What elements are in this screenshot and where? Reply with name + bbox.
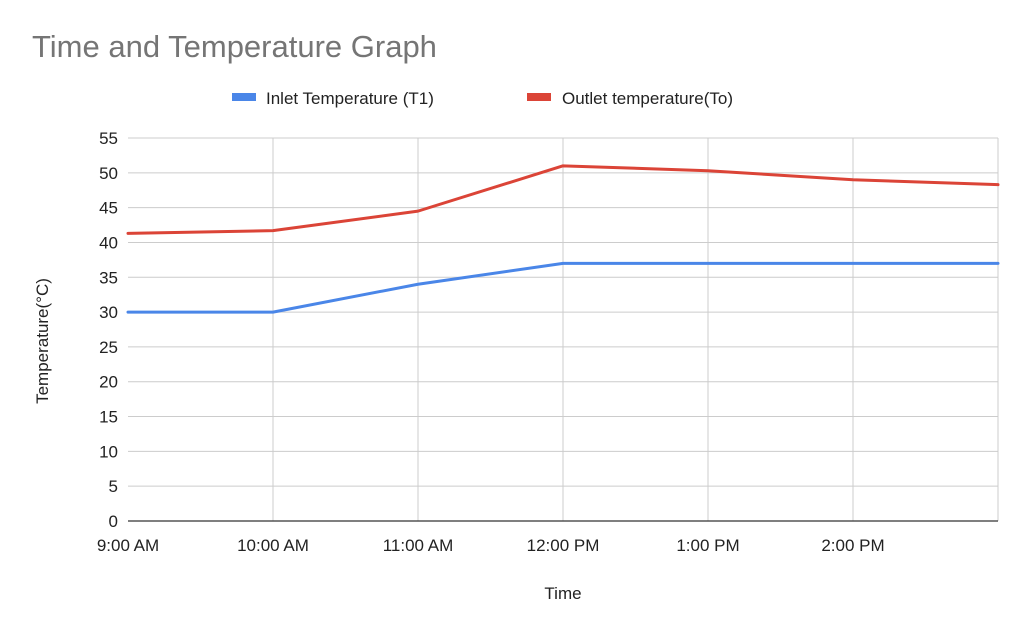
legend-swatch-1 xyxy=(232,93,256,101)
series-group xyxy=(126,164,1000,314)
y-tick-label: 55 xyxy=(99,129,118,148)
x-tick-label: 10:00 AM xyxy=(237,536,309,555)
y-tick-label: 30 xyxy=(99,303,118,322)
x-tick-label: 12:00 PM xyxy=(527,536,600,555)
grid-lines xyxy=(128,137,999,522)
y-tick-label: 5 xyxy=(109,477,118,496)
y-tick-label: 20 xyxy=(99,373,118,392)
y-axis-label: Temperature(°C) xyxy=(33,278,52,404)
y-tick-label: 40 xyxy=(99,233,118,252)
x-tick-label: 2:00 PM xyxy=(821,536,884,555)
y-tick-label: 35 xyxy=(99,268,118,287)
y-tick-label: 45 xyxy=(99,199,118,218)
legend: Inlet Temperature (T1) Outlet temperature… xyxy=(232,89,733,108)
x-tick-label: 11:00 AM xyxy=(383,536,454,555)
x-axis-ticks: 9:00 AM 10:00 AM 11:00 AM 12:00 PM 1:00 PM 2:… xyxy=(97,536,885,555)
chart-title: Time and Temperature Graph xyxy=(32,29,437,64)
y-tick-label: 15 xyxy=(99,408,118,427)
y-tick-label: 0 xyxy=(109,512,118,531)
series-line-2 xyxy=(126,164,1000,235)
legend-label-1: Inlet Temperature (T1) xyxy=(266,89,434,108)
legend-swatch-2 xyxy=(527,93,551,101)
x-axis-label: Time xyxy=(544,584,581,603)
y-axis-ticks: 0 5 10 15 20 25 30 35 40 45 50 55 xyxy=(99,129,118,531)
x-tick-label: 1:00 PM xyxy=(676,536,739,555)
series-line-1 xyxy=(126,261,1000,314)
x-tick-label: 9:00 AM xyxy=(97,536,159,555)
y-tick-label: 25 xyxy=(99,338,118,357)
y-tick-label: 50 xyxy=(99,164,118,183)
legend-label-2: Outlet temperature(To) xyxy=(562,89,733,108)
y-tick-label: 10 xyxy=(99,442,118,461)
